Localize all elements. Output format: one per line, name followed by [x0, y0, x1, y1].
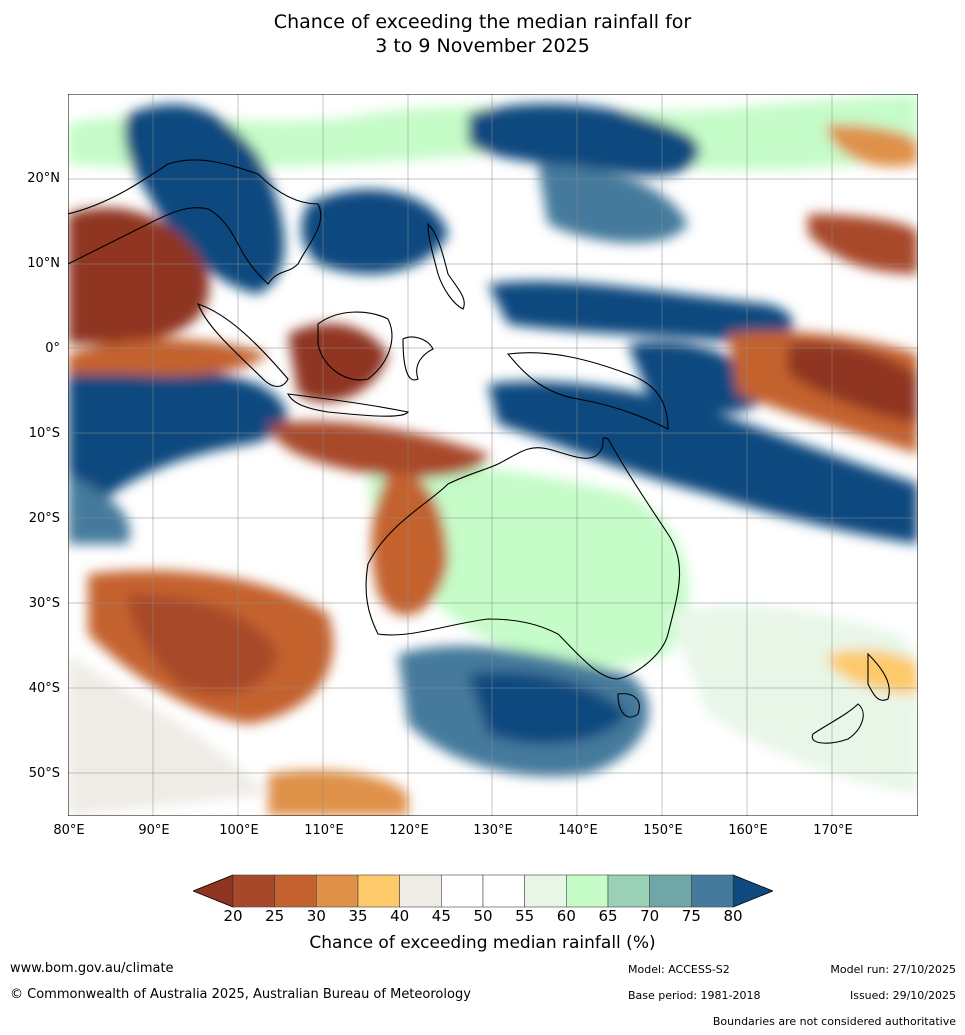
colorbar	[191, 874, 775, 908]
philippines-coast	[427, 222, 465, 310]
asia-coast	[68, 159, 322, 285]
lat-label-10s: 10°S	[28, 426, 60, 441]
lon-label-130e: 130°E	[473, 823, 513, 838]
tasmania-coast	[617, 693, 640, 718]
title-line-2: 3 to 9 November 2025	[375, 35, 590, 57]
footer-base-period: Base period: 1981-2018	[628, 989, 761, 1002]
colorbar-cell-70-75	[649, 874, 692, 908]
lon-label-160e: 160°E	[728, 823, 768, 838]
lat-label-30s: 30°S	[28, 596, 60, 611]
colorbar-tick-80: 80	[723, 907, 743, 925]
new-guinea-coast	[506, 352, 669, 430]
probability-fields	[68, 94, 918, 816]
colorbar-tick-65: 65	[598, 907, 618, 925]
sumatra-coast	[197, 303, 289, 388]
lat-label-40s: 40°S	[28, 681, 60, 696]
colorbar-cell-50-55	[482, 874, 525, 908]
lon-label-170e: 170°E	[813, 823, 853, 838]
lon-label-120e: 120°E	[389, 823, 429, 838]
colorbar-cell-25-30	[274, 874, 317, 908]
lat-label-20n: 20°N	[27, 171, 60, 186]
australia-coast	[365, 437, 681, 680]
java-coast	[287, 393, 409, 417]
colorbar-tick-55: 55	[515, 907, 535, 925]
colorbar-tick-30: 30	[306, 907, 326, 925]
lon-label-80e: 80°E	[53, 823, 85, 838]
colorbar-cell-75-80	[691, 874, 734, 908]
colorbar-cell-55-60	[524, 874, 567, 908]
colorbar-cell-45-50	[441, 874, 484, 908]
footer-copyright: © Commonwealth of Australia 2025, Austra…	[10, 987, 471, 1002]
colorbar-tick-20: 20	[223, 907, 243, 925]
colorbar-tick-35: 35	[348, 907, 368, 925]
rainfall-map	[68, 94, 918, 816]
lat-label-50s: 50°S	[28, 766, 60, 781]
lat-label-0: 0°	[45, 341, 60, 356]
lat-label-10n: 10°N	[27, 256, 60, 271]
colorbar-over-arrow	[732, 874, 775, 908]
lon-label-90e: 90°E	[138, 823, 170, 838]
footer-website[interactable]: www.bom.gov.au/climate	[10, 961, 174, 976]
coastlines	[68, 159, 890, 744]
graticule	[68, 94, 918, 816]
colorbar-cell-40-45	[399, 874, 442, 908]
footer-model-run: Model run: 27/10/2025	[830, 963, 956, 976]
colorbar-tick-60: 60	[556, 907, 576, 925]
colorbar-tick-45: 45	[431, 907, 451, 925]
sulawesi-coast	[402, 336, 434, 381]
lon-label-110e: 110°E	[304, 823, 344, 838]
colorbar-tick-40: 40	[390, 907, 410, 925]
map-title: Chance of exceeding the median rainfall …	[0, 10, 965, 58]
borneo-coast	[317, 311, 393, 381]
colorbar-tick-75: 75	[681, 907, 701, 925]
colorbar-cell-35-40	[357, 874, 400, 908]
colorbar-tick-25: 25	[265, 907, 285, 925]
title-line-1: Chance of exceeding the median rainfall …	[273, 11, 692, 33]
map-svg	[68, 94, 918, 816]
colorbar-cell-30-35	[316, 874, 359, 908]
colorbar-tick-70: 70	[640, 907, 660, 925]
colorbar-tick-50: 50	[473, 907, 493, 925]
colorbar-cell-20-25	[232, 874, 275, 908]
colorbar-cell-65-70	[607, 874, 650, 908]
lon-label-150e: 150°E	[643, 823, 683, 838]
lon-label-100e: 100°E	[219, 823, 259, 838]
colorbar-under-arrow	[191, 874, 234, 908]
nz-south-island-coast	[811, 703, 864, 744]
colorbar-cell-60-65	[566, 874, 609, 908]
nz-north-island-coast	[867, 652, 890, 701]
lon-label-140e: 140°E	[558, 823, 598, 838]
footer-issued: Issued: 29/10/2025	[849, 989, 956, 1002]
footer-disclaimer: Boundaries are not considered authoritat…	[712, 1015, 956, 1028]
colorbar-label: Chance of exceeding median rainfall (%)	[309, 933, 656, 953]
footer-model: Model: ACCESS-S2	[628, 963, 730, 976]
lat-label-20s: 20°S	[28, 511, 60, 526]
